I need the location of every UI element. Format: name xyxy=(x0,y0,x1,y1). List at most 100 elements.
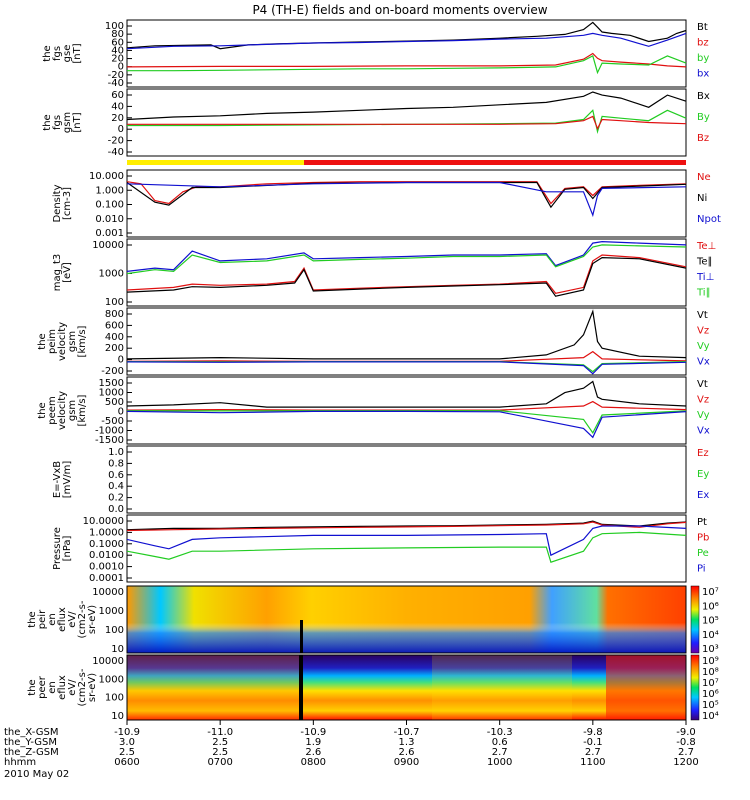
legend-Vy-peem-velocity: Vy xyxy=(697,410,710,421)
fgs-gse-frame xyxy=(126,19,687,88)
fgs-gse-ytick-label: 100 xyxy=(105,21,124,32)
series-Vt-peim-velocity xyxy=(126,309,687,360)
e-vxb-frame xyxy=(126,445,687,514)
e-vxb-ytick-label: 0.6 xyxy=(108,470,124,481)
peer-data-gap xyxy=(299,655,303,720)
legend-Ex-e-vxb: Ex xyxy=(697,490,709,501)
series-Bz-fgs-gsm xyxy=(127,115,687,131)
density-ytick-label: 1.000 xyxy=(95,185,124,196)
e-vxb-panel: 1.00.80.60.40.20.0 E=-VxB[mV/m] Ez Ey Ex xyxy=(52,445,709,515)
peem-velocity-ylabel: thepeemvelocitygsm[km/s] xyxy=(37,391,88,430)
density-frame xyxy=(126,169,687,238)
pressure-ytick-label: 0.1000 xyxy=(89,539,124,550)
status-bar xyxy=(127,160,686,165)
fgs-gse-ytick-label: 60 xyxy=(111,37,124,48)
series-Npot-density xyxy=(126,181,687,218)
peir-frame xyxy=(126,585,687,654)
density-ytick-label: 0.100 xyxy=(95,200,124,211)
peer-spectrogram-colorbar-label: 10⁷ xyxy=(702,678,719,689)
temperature-ylabel: mag_t3[eV] xyxy=(52,254,73,292)
peir-spectrogram-panel: 10000 1000 100 10 thepeirenefluxeV/(cm2-s-sr… xyxy=(27,585,719,655)
fgs-gse-ytick-label: -20 xyxy=(108,70,124,81)
temperature-panel: 10000 1000 100 mag_t3[eV] Te⊥ Te∥ Ti⊥ Ti∥ xyxy=(52,238,716,308)
peem-velocity-ytick-label: -1500 xyxy=(95,435,124,446)
xaxis-value: 1000 xyxy=(487,757,512,768)
xaxis-value: -9.0 xyxy=(676,727,696,738)
legend-Ey-e-vxb: Ey xyxy=(697,469,709,480)
density-panel: 10.000 1.000 0.100 0.010 0.001 Density[cm-3] N… xyxy=(52,169,721,239)
peir-spectrogram-ytick-label: 10000 xyxy=(92,587,124,598)
peer-spectrogram-colorbar xyxy=(690,654,700,721)
legend-Vt-peem-velocity: Vt xyxy=(697,379,708,390)
e-vxb-ytick-label: 0.0 xyxy=(108,504,124,515)
xaxis-value: 2.5 xyxy=(212,747,228,758)
peir-spectrogram xyxy=(127,586,686,653)
fgs-gse-ytick-label: 0 xyxy=(118,62,124,73)
e-vxb-ytick-label: 0.2 xyxy=(108,493,124,504)
pressure-ytick-label: 0.0001 xyxy=(89,573,124,584)
e-vxb-ytick-label: 0.4 xyxy=(108,481,124,492)
xaxis-value: 2.7 xyxy=(492,747,508,758)
peer-spectrogram-colorbar-label: 10⁴ xyxy=(702,711,719,722)
xaxis-value: 3.0 xyxy=(119,737,135,748)
peem-velocity-ytick-label: 0 xyxy=(118,407,124,418)
xaxis-row-label: the_Y-GSM xyxy=(4,737,57,748)
fgs-gsm-ytick-label: -40 xyxy=(108,147,124,158)
peem-velocity-ytick-label: -500 xyxy=(101,416,124,427)
fgs-gse-ytick-label: 20 xyxy=(111,54,124,65)
xaxis-value: -11.0 xyxy=(207,727,233,738)
xaxis-value: 2.6 xyxy=(305,747,321,758)
legend-Bx-fgs-gsm: Bx xyxy=(697,91,710,102)
series-Vy-peem-velocity xyxy=(126,410,687,434)
xaxis-value: -10.7 xyxy=(394,727,420,738)
fgs-gsm-ytick-label: 0 xyxy=(118,124,124,135)
fgs-gsm-ylabel: thefgsgsm[nT] xyxy=(42,112,83,133)
legend-Ni-density: Ni xyxy=(697,193,707,204)
xaxis-value: 1.3 xyxy=(399,737,415,748)
legend-Te∥-temperature: Te∥ xyxy=(696,257,713,268)
fgs-gsm-ytick-label: -20 xyxy=(108,136,124,147)
legend-Bz-fgs-gsm: Bz xyxy=(697,133,709,144)
series-Ti∥-temperature xyxy=(126,244,687,275)
series-Pt-pressure xyxy=(126,520,687,531)
fgs-gsm-ytick-label: 20 xyxy=(111,113,124,124)
peim-velocity-ylabel: thepeimvelocitygsm[km/s] xyxy=(37,322,88,361)
xaxis-value: 1200 xyxy=(673,757,698,768)
legend-Vx-peem-velocity: Vx xyxy=(697,426,710,437)
series-Ti⊥-temperature xyxy=(126,240,687,272)
peem-velocity-ytick-label: 500 xyxy=(105,397,124,408)
series-Vx-peim-velocity xyxy=(126,361,687,375)
peir-spectrogram-ytick-label: 100 xyxy=(105,625,124,636)
peim-velocity-ytick-label: -200 xyxy=(101,366,124,377)
legend-Pt-pressure: Pt xyxy=(697,517,707,528)
series-Vz-peim-velocity xyxy=(126,350,687,362)
series-Te∥-temperature xyxy=(126,256,687,297)
xaxis-value: 2.7 xyxy=(678,747,694,758)
peim-velocity-ytick-label: 200 xyxy=(105,343,124,354)
peir-spectrogram-colorbar-label: 10³ xyxy=(702,644,719,655)
series-Te⊥-temperature xyxy=(126,254,687,294)
pressure-frame xyxy=(126,514,687,583)
series-Ne-density xyxy=(126,181,687,205)
status-bar-segment xyxy=(304,160,686,165)
fgs-gse-ytick-label: 40 xyxy=(111,45,124,56)
xaxis-value: -10.9 xyxy=(300,727,326,738)
series-bz-fgs-gse xyxy=(126,52,687,68)
legend-Pi-pressure: Pi xyxy=(697,564,706,575)
legend-By-fgs-gsm: By xyxy=(697,112,710,123)
peim-velocity-ytick-label: 0 xyxy=(118,355,124,366)
xaxis-value: 2.5 xyxy=(212,737,228,748)
legend-Ne-density: Ne xyxy=(697,172,711,183)
xaxis-value: 1100 xyxy=(580,757,605,768)
peim-velocity-ytick-label: 600 xyxy=(105,320,124,331)
xaxis-row-label: the_X-GSM xyxy=(4,727,58,738)
pressure-ytick-label: 0.0010 xyxy=(89,562,124,573)
temperature-ytick-label: 100 xyxy=(105,297,124,308)
peem-velocity-frame xyxy=(126,376,687,445)
temperature-frame xyxy=(126,238,687,307)
status-bar-segment xyxy=(127,160,305,165)
xaxis-value: -10.3 xyxy=(487,727,513,738)
series-by-fgs-gse xyxy=(127,55,687,75)
fgs-gse-ylabel: thefgsgse[nT] xyxy=(42,43,83,63)
peer-spectrogram-panel: 10000 1000 100 10 thepeerenefluxeV/(cm2-s-sr… xyxy=(27,654,719,722)
